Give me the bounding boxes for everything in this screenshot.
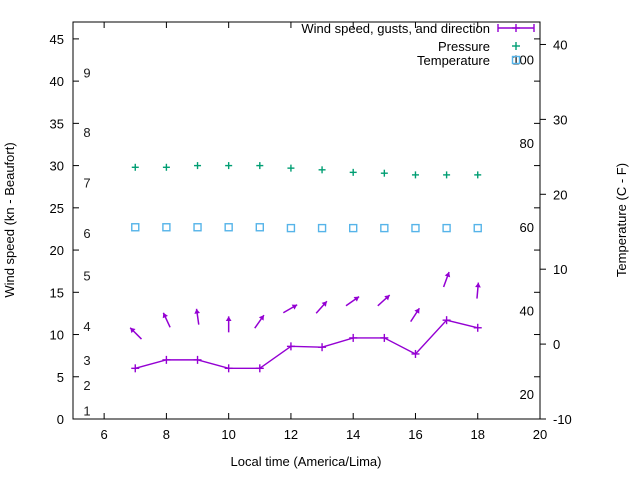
wind-speed-point — [380, 333, 389, 342]
temperature-point — [349, 223, 358, 233]
pressure-point — [256, 162, 264, 170]
y-tick-label-kn: 10 — [50, 328, 64, 343]
y-axis-title: Wind speed (kn - Beaufort) — [2, 142, 17, 297]
y-tick-label-beaufort: 6 — [83, 226, 90, 241]
y-tick-label-beaufort: 7 — [83, 175, 90, 190]
y-tick-label-kn: 35 — [50, 116, 64, 131]
wind-speed-point — [411, 349, 420, 358]
wind-direction-arrow — [282, 304, 298, 314]
pressure-point — [443, 171, 451, 179]
pressure-point — [474, 171, 482, 179]
y2-tick-label-c: 0 — [553, 337, 560, 352]
x-tick-label: 18 — [470, 427, 484, 442]
y-tick-label-beaufort: 5 — [83, 268, 90, 283]
wind-direction-arrow — [377, 294, 391, 307]
y2-tick-label-f: 60 — [520, 220, 534, 235]
pressure-point — [287, 164, 295, 172]
x-tick-label: 16 — [408, 427, 422, 442]
temperature-point — [224, 223, 233, 232]
x-tick-label: 8 — [163, 427, 170, 442]
legend-plus-sample — [512, 42, 520, 50]
wind-speed-point — [286, 342, 295, 351]
y2-tick-label-f: 100 — [512, 53, 534, 68]
y-tick-label-kn: 15 — [50, 285, 64, 300]
y2-tick-label-c: 10 — [553, 262, 567, 277]
plot-frame — [72, 21, 541, 420]
pressure-point — [194, 162, 202, 170]
temperature-point — [162, 223, 171, 232]
wind-speed-point — [442, 316, 451, 325]
wind-speed-point — [131, 364, 140, 373]
wind-direction-arrow — [129, 327, 143, 340]
legend-label-square: Temperature — [417, 53, 490, 68]
y-tick-label-kn: 30 — [50, 159, 64, 174]
temperature-point — [286, 223, 296, 233]
temperature-point — [380, 223, 389, 233]
pressure-point — [162, 163, 170, 171]
y-tick-label-kn: 25 — [50, 201, 64, 216]
wind-speed-line — [135, 319, 478, 370]
legend-label-plus: Pressure — [438, 39, 490, 54]
temperature-point — [193, 223, 202, 232]
y2-tick-label-c: 20 — [553, 187, 567, 202]
wind-speed-point — [318, 343, 327, 352]
y2-tick-label-f: 20 — [520, 387, 534, 402]
y-tick-label-kn: 20 — [50, 243, 64, 258]
wind-speed-point — [224, 364, 233, 373]
x-tick-label: 14 — [346, 427, 360, 442]
y-tick-label-beaufort: 8 — [83, 125, 90, 140]
temperature-point — [411, 223, 420, 233]
wind-direction-arrow — [194, 308, 201, 325]
y-tick-label-beaufort: 1 — [83, 404, 90, 419]
x-tick-label: 6 — [101, 427, 108, 442]
wind-speed-point — [349, 333, 358, 342]
y2-axis-title: Temperature (C - F) — [614, 163, 629, 277]
x-tick-label: 20 — [533, 427, 547, 442]
pressure-point — [411, 171, 419, 179]
temperature-point — [255, 223, 264, 232]
temperature-point — [317, 223, 327, 233]
wind-direction-arrow — [254, 314, 265, 329]
pressure-point — [131, 163, 139, 171]
legend-label-line-plus: Wind speed, gusts, and direction — [301, 21, 490, 36]
wind-direction-arrow — [345, 296, 360, 307]
y2-tick-label-c: 30 — [553, 112, 567, 127]
temperature-point — [131, 223, 140, 232]
y-tick-label-beaufort: 4 — [83, 319, 90, 334]
wind-direction-arrow — [162, 312, 171, 328]
y-tick-label-beaufort: 3 — [83, 353, 90, 368]
temperature-point — [473, 223, 482, 233]
y-tick-label-beaufort: 9 — [83, 66, 90, 81]
y2-tick-label-f: 80 — [520, 136, 534, 151]
y2-tick-label-f: 40 — [520, 303, 534, 318]
pressure-point — [349, 168, 357, 176]
wind-direction-arrow — [475, 282, 481, 299]
legend-square-sample — [511, 55, 521, 65]
x-tick-label: 12 — [284, 427, 298, 442]
y2-tick-label-c: 40 — [553, 37, 567, 52]
wind-speed-point — [162, 355, 171, 364]
y2-tick-label-c: -10 — [553, 412, 572, 427]
wind-direction-arrow — [442, 271, 451, 288]
y-tick-label-kn: 0 — [57, 412, 64, 427]
wind-speed-point — [473, 323, 482, 332]
wind-speed-point — [255, 364, 264, 373]
y-tick-label-kn: 45 — [50, 32, 64, 47]
legend-plus-sample — [512, 24, 520, 32]
wind-direction-arrow — [225, 316, 232, 333]
pressure-point — [225, 162, 233, 170]
x-axis-title: Local time (America/Lima) — [231, 454, 382, 469]
pressure-point — [318, 166, 326, 174]
x-tick-label: 10 — [221, 427, 235, 442]
y-tick-label-beaufort: 2 — [83, 378, 90, 393]
y-tick-label-kn: 40 — [50, 74, 64, 89]
y-tick-label-kn: 5 — [57, 370, 64, 385]
wind-direction-arrow — [410, 307, 421, 323]
wind-direction-arrow — [315, 300, 328, 314]
pressure-point — [380, 169, 388, 177]
temperature-point — [442, 223, 451, 233]
wind-speed-point — [193, 355, 202, 364]
